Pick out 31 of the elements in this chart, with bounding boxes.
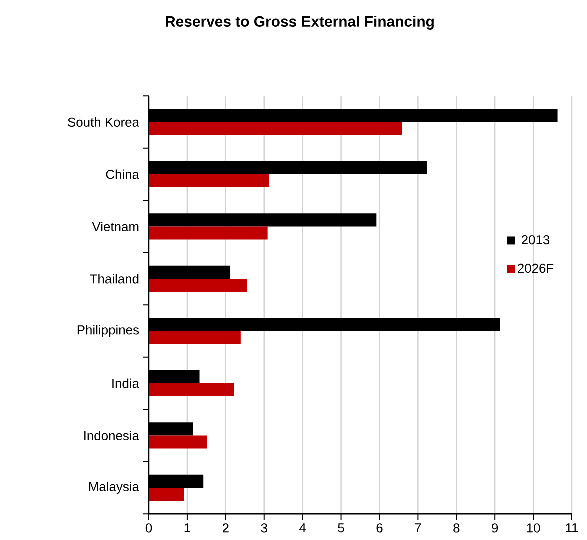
- x-tick-label: 10: [527, 524, 540, 533]
- bar: [149, 331, 241, 344]
- bar: [149, 488, 184, 502]
- bar: [149, 436, 208, 449]
- x-tick-label: 2: [222, 524, 229, 533]
- x-tick-label: 8: [454, 524, 460, 533]
- bar: [149, 174, 270, 188]
- y-tick-label: Indonesia: [84, 430, 140, 440]
- x-tick-label: 1: [184, 524, 190, 533]
- x-tick-label: 4: [300, 524, 306, 533]
- bar: [149, 122, 402, 136]
- y-tick-label: China: [106, 170, 140, 180]
- x-tick-label: 7: [415, 524, 422, 533]
- bar: [149, 278, 248, 292]
- y-tick-label: Malaysia: [89, 482, 140, 494]
- x-tick-label: 5: [338, 524, 344, 533]
- x-tick-label: 0: [146, 524, 152, 533]
- chart-title: Reserves to Gross External Financing: [166, 16, 434, 30]
- legend-label: 2026F: [518, 264, 554, 274]
- y-tick-label: Thailand: [90, 274, 139, 284]
- y-tick-label: India: [112, 378, 140, 388]
- legend-label: 2013: [522, 235, 550, 245]
- y-tick-label: South Korea: [68, 117, 140, 127]
- x-tick-label: 11: [566, 524, 578, 533]
- y-tick-label: Vietnam: [92, 222, 139, 232]
- bar: [149, 226, 268, 240]
- bar: [149, 383, 234, 397]
- x-tick-label: 3: [261, 524, 268, 533]
- x-tick-label: 6: [376, 524, 383, 533]
- y-tick-label: Philippines: [78, 325, 140, 338]
- x-tick-label: 9: [492, 524, 498, 533]
